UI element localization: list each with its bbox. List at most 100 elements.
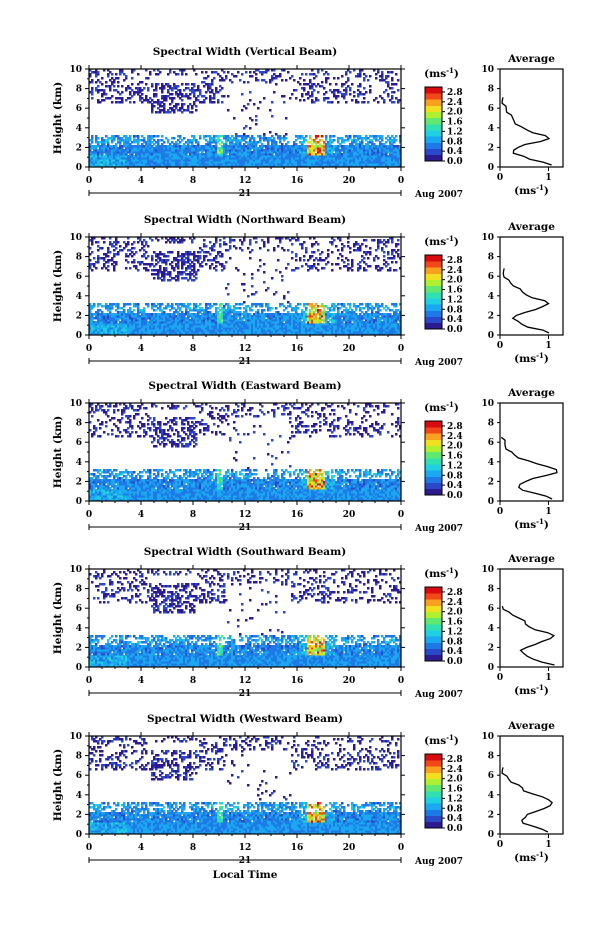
- heatmap-cell: [231, 139, 234, 142]
- heatmap-cell: [199, 333, 202, 336]
- heatmap-cell: [175, 265, 178, 268]
- heatmap-cell: [99, 331, 102, 334]
- heatmap-cell: [211, 259, 214, 262]
- heatmap-cell: [105, 163, 108, 166]
- heatmap-cell: [195, 315, 198, 318]
- heatmap-cell: [255, 153, 258, 156]
- heatmap-cell: [319, 163, 322, 166]
- heatmap-cell: [363, 101, 366, 104]
- heatmap-cell: [271, 161, 274, 164]
- heatmap-cell: [275, 147, 278, 150]
- heatmap-cell: [367, 79, 370, 82]
- heatmap-cell: [135, 321, 138, 324]
- heatmap-cell: [247, 321, 250, 324]
- heatmap-cell: [357, 163, 360, 166]
- y-tick-label: 0: [76, 163, 82, 173]
- heatmap-cell: [143, 99, 146, 102]
- heatmap-cell: [163, 269, 166, 272]
- heatmap-cell: [321, 149, 324, 152]
- heatmap-cell: [173, 277, 176, 280]
- heatmap-cell: [371, 163, 374, 166]
- heatmap-cell: [275, 151, 278, 154]
- heatmap-cell: [209, 145, 212, 148]
- heatmap-cell: [165, 267, 168, 270]
- heatmap-cell: [175, 149, 178, 152]
- heatmap-cell: [159, 269, 162, 272]
- heatmap-cells: [89, 69, 402, 168]
- heatmap-cell: [91, 317, 94, 320]
- heatmap-cell: [177, 329, 180, 332]
- heatmap-cell: [117, 325, 120, 328]
- heatmap-cell: [385, 159, 388, 162]
- heatmap-cell: [265, 327, 268, 330]
- heatmap-cell: [197, 325, 200, 328]
- heatmap-cell: [277, 237, 280, 240]
- heatmap-cell: [145, 161, 148, 164]
- heatmap-cell: [253, 143, 256, 146]
- heatmap-cell: [211, 321, 214, 324]
- heatmap-cell: [183, 271, 186, 274]
- heatmap-cell: [177, 143, 180, 146]
- heatmap-cell: [89, 333, 92, 336]
- heatmap-cell: [147, 145, 150, 148]
- heatmap-cell: [205, 161, 208, 164]
- heatmap-cell: [293, 141, 296, 144]
- heatmap-cell: [173, 149, 176, 152]
- heatmap-cell: [115, 159, 118, 162]
- heatmap-cell: [287, 153, 290, 156]
- heatmap-cell: [219, 79, 222, 82]
- heatmap-cell: [123, 153, 126, 156]
- heatmap-cell: [293, 325, 296, 328]
- heatmap-cell: [249, 319, 252, 322]
- colorbar-segment: [425, 142, 442, 150]
- heatmap-cell: [259, 319, 262, 322]
- heatmap-cell: [383, 101, 386, 104]
- heatmap-cell: [355, 165, 358, 168]
- heatmap-cell: [97, 85, 100, 88]
- heatmap-cell: [97, 249, 100, 252]
- heatmap-cell: [161, 261, 164, 264]
- heatmap-cell: [177, 327, 180, 330]
- heatmap-cell: [133, 101, 136, 104]
- heatmap-cell: [167, 305, 170, 308]
- heatmap-cell: [169, 161, 172, 164]
- heatmap-cell: [201, 319, 204, 322]
- heatmap-cell: [199, 319, 202, 322]
- heatmap-cell: [137, 323, 140, 326]
- heatmap-cell: [217, 153, 220, 156]
- heatmap-cell: [139, 261, 142, 264]
- heatmap-cell: [309, 165, 312, 168]
- heatmap-cell: [221, 155, 224, 158]
- heatmap-cell: [145, 163, 148, 166]
- heatmap-cell: [227, 321, 230, 324]
- heatmap-cell: [181, 149, 184, 152]
- heatmap-cell: [397, 161, 400, 164]
- heatmap-cell: [131, 261, 134, 264]
- heatmap-cell: [171, 237, 174, 240]
- heatmap-cell: [285, 145, 288, 148]
- heatmap-cell: [281, 95, 284, 98]
- heatmap-cell: [123, 321, 126, 324]
- heatmap-cell: [147, 155, 150, 158]
- heatmap-cell: [185, 317, 188, 320]
- heatmap-cell: [269, 309, 272, 312]
- heatmap-cell: [263, 153, 266, 156]
- heatmap-cell: [183, 69, 186, 72]
- heatmap-cell: [115, 253, 118, 256]
- heatmap-cell: [333, 165, 336, 168]
- heatmap-cell: [169, 323, 172, 326]
- heatmap-cell: [393, 155, 396, 158]
- heatmap-cell: [99, 325, 102, 328]
- heatmap-cell: [231, 151, 234, 154]
- heatmap-cell: [295, 317, 298, 320]
- heatmap-cell: [179, 309, 182, 312]
- heatmap-cell: [221, 147, 224, 150]
- heatmap-cell: [243, 317, 246, 320]
- heatmap-cell: [169, 163, 172, 166]
- heatmap-cell: [349, 145, 352, 148]
- heatmap-cell: [133, 305, 136, 308]
- heatmap-cell: [129, 317, 132, 320]
- heatmap-cell: [397, 149, 400, 152]
- heatmap-cell: [199, 101, 202, 104]
- heatmap-cell: [315, 157, 318, 160]
